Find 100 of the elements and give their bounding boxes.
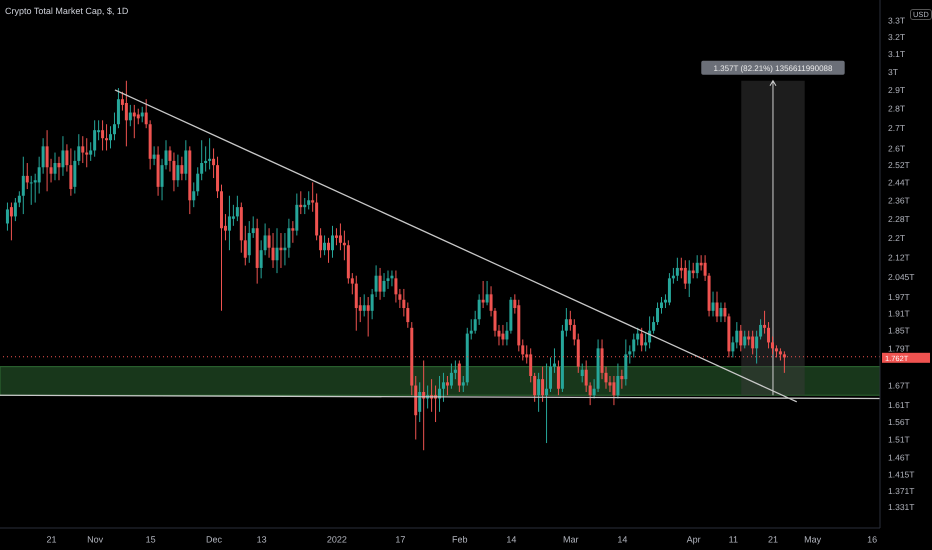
candlestick <box>208 138 212 170</box>
y-tick-label: 2.7T <box>888 123 906 134</box>
candlestick <box>398 288 402 309</box>
candlestick <box>386 270 390 290</box>
x-tick-label: Nov <box>87 534 104 544</box>
candlestick <box>212 148 216 179</box>
y-tick-label: 3.1T <box>888 49 906 60</box>
x-tick-label: 14 <box>617 534 628 544</box>
candlestick <box>692 262 695 279</box>
candlestick <box>406 302 410 328</box>
candlestick <box>747 330 750 346</box>
candlestick <box>10 202 13 241</box>
candlestick <box>168 146 172 172</box>
candlestick <box>592 378 596 400</box>
y-tick-label: 2.9T <box>888 84 906 95</box>
candlestick <box>22 156 25 215</box>
candlestick <box>128 104 132 127</box>
y-tick-label: 1.79T <box>888 343 910 354</box>
candlestick <box>184 140 188 181</box>
y-tick-label: 1.56T <box>888 417 910 428</box>
y-tick-label: 2.52T <box>888 160 910 170</box>
candlestick <box>767 322 770 349</box>
candlestick <box>283 232 286 266</box>
candlestick <box>50 158 53 183</box>
candlestick <box>533 372 536 402</box>
candlestick <box>77 134 80 166</box>
x-tick-label: May <box>804 534 822 544</box>
candlestick <box>144 98 148 129</box>
candlestick <box>93 120 96 158</box>
candlestick <box>366 296 370 338</box>
candlestick <box>46 130 49 192</box>
x-tick-label: 15 <box>146 534 156 544</box>
candlestick <box>378 267 382 300</box>
candlestick <box>38 156 41 194</box>
candlestick <box>478 294 481 326</box>
candlestick <box>656 302 660 326</box>
candlestick <box>275 228 278 274</box>
candlestick <box>494 308 497 338</box>
candlestick <box>232 204 235 226</box>
candlestick <box>307 190 310 210</box>
candlestick <box>338 222 342 251</box>
candlestick <box>628 344 632 364</box>
candlestick <box>568 310 572 332</box>
y-tick-label: 2.44T <box>888 177 910 188</box>
candlestick <box>18 190 21 208</box>
candlestick <box>180 156 184 181</box>
candlestick <box>660 296 663 314</box>
candlestick <box>140 106 144 123</box>
candlestick <box>279 232 282 268</box>
candlestick <box>101 120 104 151</box>
candlestick <box>474 310 477 334</box>
text: Crypto Total Market Cap, $, 1D <box>5 6 128 16</box>
candlestick <box>572 318 576 346</box>
candlestick <box>81 136 84 164</box>
candlestick <box>291 220 294 244</box>
candlestick <box>272 232 275 268</box>
candlestick <box>350 272 354 295</box>
candlestick <box>200 140 204 181</box>
candlestick <box>57 156 60 181</box>
x-tick-label: Mar <box>563 534 579 544</box>
y-tick-label: 2.36T <box>888 195 910 206</box>
candlestick <box>704 254 707 282</box>
candlestick <box>334 228 338 246</box>
candlestick <box>505 322 508 346</box>
candlestick <box>608 375 612 392</box>
x-tick-label: 21 <box>768 534 778 544</box>
candlestick <box>132 104 136 139</box>
x-tick-label: 2022 <box>326 534 347 544</box>
candlestick <box>580 363 584 383</box>
candlestick <box>42 138 45 174</box>
candlestick <box>172 152 176 192</box>
candlestick <box>545 363 548 444</box>
candlestick <box>700 254 703 272</box>
candlestick <box>640 327 644 352</box>
candlestick <box>696 254 699 279</box>
y-tick-label: 2.12T <box>888 252 910 263</box>
candlestick <box>287 218 290 258</box>
candlestick <box>124 80 128 147</box>
candlestick <box>30 175 33 206</box>
candlestick <box>152 146 156 166</box>
candlestick <box>486 280 489 306</box>
candlestick <box>54 152 57 181</box>
candlestick <box>136 108 140 125</box>
candlestick <box>712 291 715 317</box>
y-tick-label: 2.045T <box>888 272 914 282</box>
candlestick <box>382 272 386 298</box>
x-tick-label: Apr <box>686 534 701 544</box>
candlestick <box>644 333 648 352</box>
candlestick <box>160 158 164 201</box>
y-tick-label: 1.97T <box>888 292 910 302</box>
candlestick <box>751 330 754 355</box>
candlestick <box>462 375 465 392</box>
candlestick <box>620 369 624 390</box>
candlestick <box>268 228 271 258</box>
candlestick <box>442 372 445 402</box>
candlestick <box>362 294 366 317</box>
candlestick <box>482 280 485 309</box>
candlestick <box>719 302 722 323</box>
candlestick <box>85 138 88 168</box>
candlestick <box>739 324 742 352</box>
